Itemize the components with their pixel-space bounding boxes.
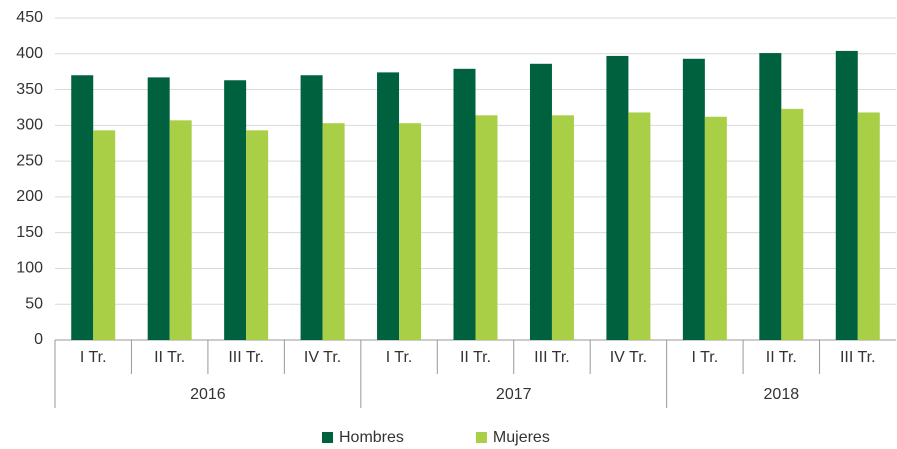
bar xyxy=(322,123,345,340)
legend-label: Mujeres xyxy=(493,429,550,446)
y-tick-label: 350 xyxy=(16,81,43,98)
x-tick-label: III Tr. xyxy=(840,349,876,366)
bar xyxy=(93,130,116,340)
x-tick-label: I Tr. xyxy=(80,349,107,366)
bar xyxy=(551,115,574,340)
bar xyxy=(475,115,498,340)
y-tick-label: 250 xyxy=(16,152,43,169)
x-tick-label: I Tr. xyxy=(692,349,719,366)
x-tick-label: III Tr. xyxy=(228,349,264,366)
bar xyxy=(606,55,629,341)
group-label: 2018 xyxy=(764,386,800,403)
group-label: 2016 xyxy=(190,386,226,403)
bar xyxy=(759,53,782,340)
bar xyxy=(628,112,651,340)
x-tick-label: I Tr. xyxy=(386,349,413,366)
x-tick-label: IV Tr. xyxy=(610,349,647,366)
bar xyxy=(835,50,858,340)
bar xyxy=(857,112,880,340)
legend-label: Hombres xyxy=(339,429,404,446)
bar xyxy=(529,63,552,340)
y-tick-label: 450 xyxy=(16,9,43,26)
bar xyxy=(246,130,269,340)
bar xyxy=(147,77,170,340)
x-tick-label: II Tr. xyxy=(766,349,797,366)
bar xyxy=(399,123,422,340)
bar xyxy=(169,120,192,340)
bar xyxy=(781,108,804,341)
bar xyxy=(377,72,400,340)
bar xyxy=(300,75,323,340)
y-tick-label: 300 xyxy=(16,117,43,134)
y-tick-label: 0 xyxy=(34,331,43,348)
y-tick-label: 150 xyxy=(16,224,43,241)
bar xyxy=(453,68,476,340)
legend-swatch xyxy=(475,432,487,443)
x-tick-label: III Tr. xyxy=(534,349,570,366)
x-tick-label: II Tr. xyxy=(154,349,185,366)
y-tick-label: 100 xyxy=(16,260,43,277)
group-label: 2017 xyxy=(496,386,532,403)
bar xyxy=(682,58,705,340)
bar xyxy=(224,80,247,341)
x-tick-label: II Tr. xyxy=(460,349,491,366)
bar xyxy=(704,116,727,340)
x-tick-label: IV Tr. xyxy=(304,349,341,366)
y-tick-label: 400 xyxy=(16,45,43,62)
y-tick-label: 200 xyxy=(16,188,43,205)
bar xyxy=(71,75,94,340)
y-tick-label: 50 xyxy=(25,295,43,312)
legend-swatch xyxy=(322,432,333,443)
